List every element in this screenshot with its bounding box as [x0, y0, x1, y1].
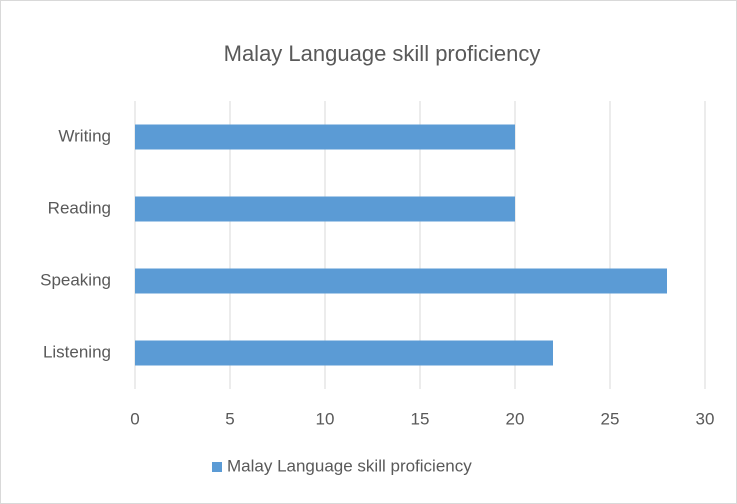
bar — [135, 340, 553, 366]
y-tick-label: Writing — [58, 126, 111, 145]
bar — [135, 124, 515, 150]
x-tick-label: 30 — [696, 409, 715, 428]
y-tick-label: Reading — [48, 198, 111, 217]
x-tick-label: 5 — [225, 409, 234, 428]
x-tick-label: 15 — [411, 409, 430, 428]
legend-label: Malay Language skill proficiency — [227, 456, 472, 475]
bar — [135, 268, 667, 294]
y-tick-label: Listening — [43, 342, 111, 361]
y-tick-label: Speaking — [40, 270, 111, 289]
x-tick-label: 25 — [601, 409, 620, 428]
x-tick-label: 0 — [130, 409, 139, 428]
x-tick-label: 20 — [506, 409, 525, 428]
bar — [135, 196, 515, 222]
chart-title: Malay Language skill proficiency — [224, 41, 541, 66]
x-tick-label: 10 — [316, 409, 335, 428]
legend-swatch — [212, 462, 222, 472]
